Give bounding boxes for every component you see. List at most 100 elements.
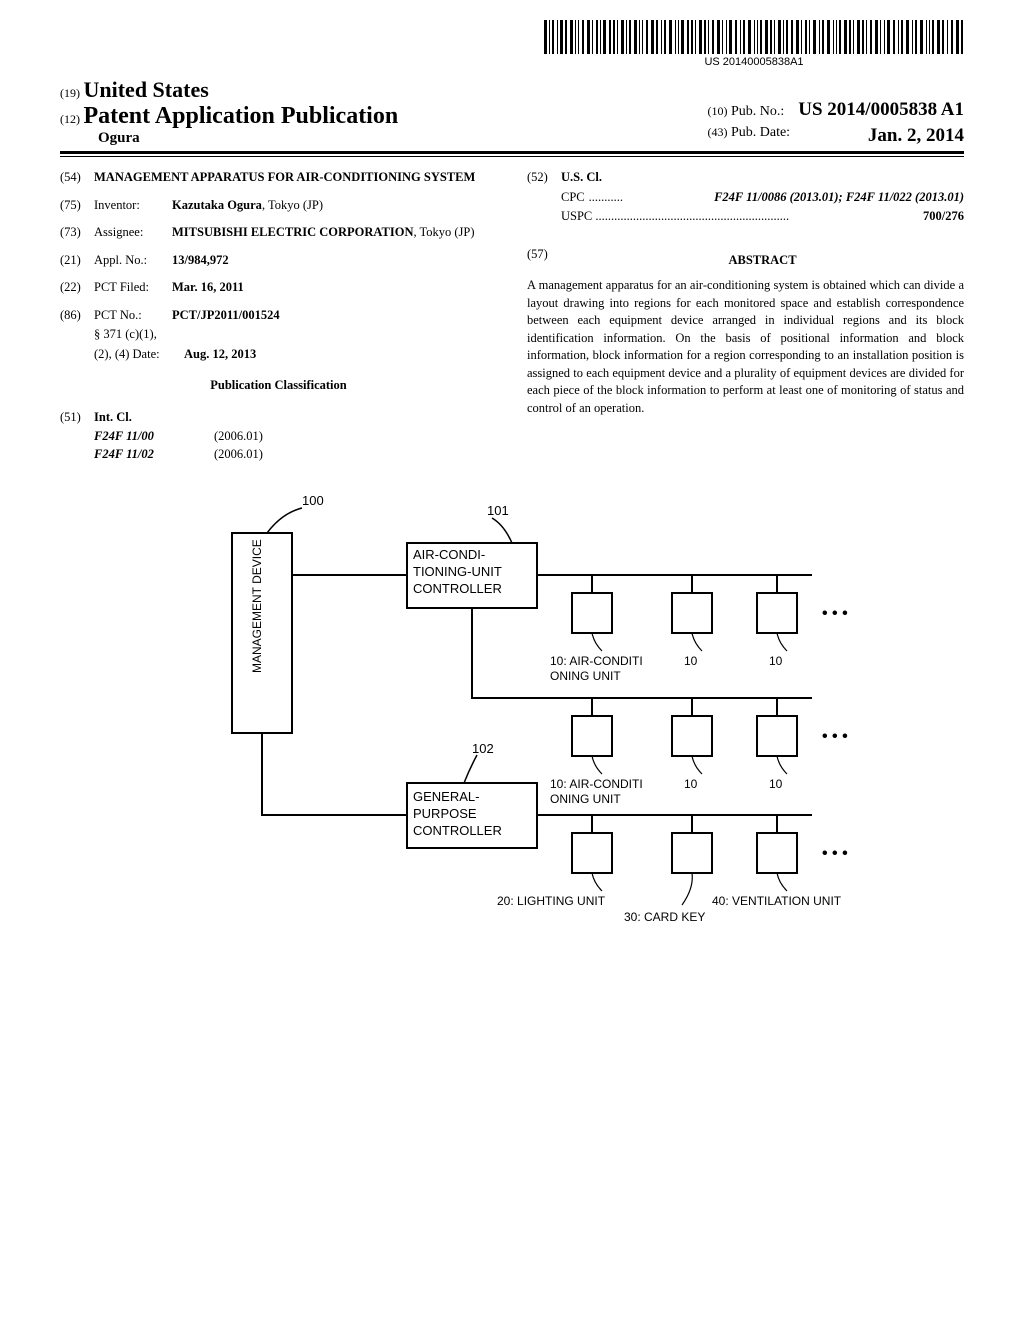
field-57: (57) ABSTRACT: [527, 246, 964, 278]
ten-b2: 10: [769, 777, 783, 791]
barcode-area: US 20140005838A1: [60, 20, 964, 69]
ac-unit-l2-a: ONING UNIT: [550, 669, 621, 683]
ac-unit-l1-a: 10: AIR-CONDITI: [550, 654, 643, 668]
mgmt-device-label: MANAGEMENT DEVICE: [250, 539, 264, 673]
intcl-row: F24F 11/02 (2006.01): [94, 446, 497, 464]
gp-ctrl-l3: CONTROLLER: [413, 823, 502, 838]
pub-class-heading: Publication Classification: [60, 377, 497, 395]
barcode: US 20140005838A1: [544, 20, 964, 68]
pctno-label: PCT No.:: [94, 307, 172, 325]
abstract-text: A management apparatus for an air-condit…: [527, 277, 964, 417]
left-column: (54) MANAGEMENT APPARATUS FOR AIR-CONDIT…: [60, 169, 497, 463]
dots-3: • • •: [822, 845, 848, 862]
intcl-row: F24F 11/00 (2006.01): [94, 428, 497, 446]
title: MANAGEMENT APPARATUS FOR AIR-CONDITIONIN…: [94, 169, 497, 187]
ten-a2: 10: [769, 654, 783, 668]
code-10: (10): [707, 104, 727, 118]
cpc-line: CPC ........... F24F 11/0086 (2013.01); …: [561, 189, 964, 207]
intcl-ver: (2006.01): [214, 446, 263, 464]
assignee-name: MITSUBISHI ELECTRIC CORPORATION: [172, 225, 413, 239]
uscl-label: U.S. Cl.: [561, 169, 964, 187]
field-86: (86) PCT No.: PCT/JP2011/001524: [60, 307, 497, 325]
gp-ctrl-l2: PURPOSE: [413, 806, 477, 821]
field-73: (73) Assignee: MITSUBISHI ELECTRIC CORPO…: [60, 224, 497, 242]
abstract-heading: ABSTRACT: [561, 252, 964, 270]
author-name: Ogura: [98, 130, 398, 147]
ten-b1: 10: [684, 777, 698, 791]
code-21: (21): [60, 252, 94, 270]
header-row: (19) United States (12) Patent Applicati…: [60, 77, 964, 147]
intcl-code: F24F 11/02: [94, 446, 214, 464]
barcode-number: US 20140005838A1: [544, 56, 964, 68]
pub-no-label: Pub. No.:: [731, 104, 784, 119]
country: United States: [84, 77, 209, 102]
field-51: (51) Int. Cl.: [60, 409, 497, 427]
sec371: § 371 (c)(1),: [94, 326, 497, 344]
code-22: (22): [60, 279, 94, 297]
applno-label: Appl. No.:: [94, 252, 172, 270]
code-51: (51): [60, 409, 94, 427]
inventor-loc: , Tokyo (JP): [262, 198, 323, 212]
cpc-label: CPC: [561, 189, 585, 207]
cpc-value: F24F 11/0086 (2013.01); F24F 11/022 (201…: [714, 190, 964, 204]
ref-100: 100: [302, 493, 324, 508]
divider-thin: [60, 156, 964, 157]
uspc-label: USPC: [561, 209, 592, 223]
code-12: (12): [60, 112, 80, 126]
field-21: (21) Appl. No.: 13/984,972: [60, 252, 497, 270]
barcode-svg: [544, 20, 964, 54]
field-75: (75) Inventor: Kazutaka Ogura, Tokyo (JP…: [60, 197, 497, 215]
assignee-loc: , Tokyo (JP): [413, 225, 474, 239]
field-86-sec: § 371 (c)(1),: [60, 326, 497, 344]
lighting-label: 20: LIGHTING UNIT: [497, 894, 606, 908]
ac-unit-l1-b: 10: AIR-CONDITI: [550, 777, 643, 791]
pub-no: US 2014/0005838 A1: [798, 99, 964, 120]
ten-a1: 10: [684, 654, 698, 668]
uspc-line: USPC ...................................…: [561, 208, 964, 226]
code-19: (19): [60, 86, 80, 100]
code-43: (43): [707, 125, 727, 139]
inventor-label: Inventor:: [94, 197, 172, 215]
pctfiled-value: Mar. 16, 2011: [172, 279, 497, 297]
pctno-value: PCT/JP2011/001524: [172, 307, 497, 325]
code-54: (54): [60, 169, 94, 187]
code-73: (73): [60, 224, 94, 242]
diagram-svg: 100 101 102 MANAGEMENT DEVICE AIR-CONDI-…: [152, 493, 872, 973]
field-52: (52) U.S. Cl.: [527, 169, 964, 187]
right-column: (52) U.S. Cl. CPC ........... F24F 11/00…: [527, 169, 964, 463]
code-75: (75): [60, 197, 94, 215]
ac-unit-l2-b: ONING UNIT: [550, 792, 621, 806]
ref-101: 101: [487, 503, 509, 518]
sec371-date-label: (2), (4) Date:: [94, 346, 184, 364]
dots-2: • • •: [822, 728, 848, 745]
cardkey-label: 30: CARD KEY: [624, 910, 705, 924]
inventor-name: Kazutaka Ogura: [172, 198, 262, 212]
divider-thick: [60, 151, 964, 154]
intcl-ver: (2006.01): [214, 428, 263, 446]
field-86-date: (2), (4) Date: Aug. 12, 2013: [60, 346, 497, 364]
header-left: (19) United States (12) Patent Applicati…: [60, 77, 398, 147]
ac-ctrl-l1: AIR-CONDI-: [413, 547, 485, 562]
pctfiled-label: PCT Filed:: [94, 279, 172, 297]
uspc-value: 700/276: [923, 208, 964, 226]
publication-type: Patent Application Publication: [84, 103, 399, 129]
gp-ctrl-l1: GENERAL-: [413, 789, 479, 804]
diagram: 100 101 102 MANAGEMENT DEVICE AIR-CONDI-…: [60, 493, 964, 973]
field-54: (54) MANAGEMENT APPARATUS FOR AIR-CONDIT…: [60, 169, 497, 187]
sec371-date-value: Aug. 12, 2013: [184, 346, 497, 364]
code-86: (86): [60, 307, 94, 325]
pub-date: Jan. 2, 2014: [868, 125, 964, 147]
assignee-label: Assignee:: [94, 224, 172, 242]
dots-1: • • •: [822, 605, 848, 622]
assignee-value: MITSUBISHI ELECTRIC CORPORATION, Tokyo (…: [172, 224, 497, 242]
intcl-list: F24F 11/00 (2006.01) F24F 11/02 (2006.01…: [94, 428, 497, 463]
ref-102: 102: [472, 741, 494, 756]
intcl-code: F24F 11/00: [94, 428, 214, 446]
applno-value: 13/984,972: [172, 252, 497, 270]
header-right: (10) Pub. No.: US 2014/0005838 A1 (43) P…: [707, 99, 964, 147]
pub-date-label: Pub. Date:: [731, 125, 790, 140]
two-column-body: (54) MANAGEMENT APPARATUS FOR AIR-CONDIT…: [60, 169, 964, 463]
ventilation-label: 40: VENTILATION UNIT: [712, 894, 842, 908]
ac-ctrl-l3: CONTROLLER: [413, 581, 502, 596]
intcl-label: Int. Cl.: [94, 409, 497, 427]
